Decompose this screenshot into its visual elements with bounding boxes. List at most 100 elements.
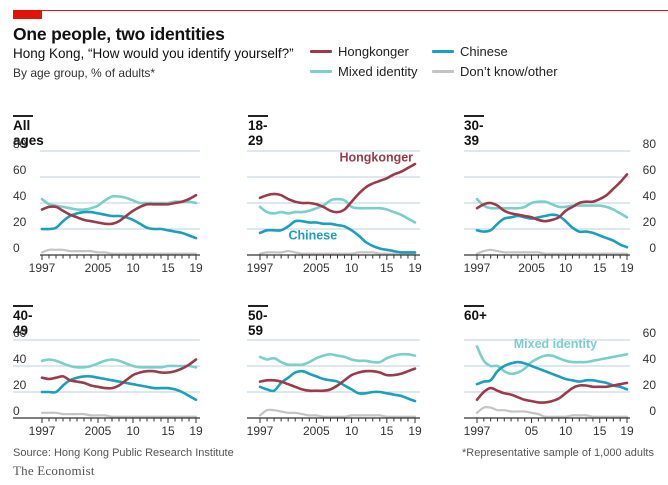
x-tick-label: 15 <box>161 261 175 275</box>
y-tick-label: 0 <box>13 241 20 255</box>
economist-brand: The Economist <box>13 463 95 478</box>
y-tick-label: 0 <box>649 404 656 418</box>
y-tick-label: 0 <box>13 404 20 418</box>
brand-red-tag <box>13 10 42 19</box>
legend-label-dontknow: Don’t know/other <box>460 64 558 79</box>
y-tick-label: 40 <box>13 352 27 366</box>
legend-label-mixed: Mixed identity <box>338 64 418 79</box>
x-tick-label: 19 <box>408 424 422 438</box>
x-tick-label: 2005 <box>85 424 112 438</box>
x-tick-label: 19 <box>189 261 203 275</box>
x-tick-label: 2005 <box>303 424 330 438</box>
y-tick-label: 20 <box>643 378 657 392</box>
x-tick-label: 1997 <box>464 261 491 275</box>
panel-title: 18-29 <box>248 118 268 148</box>
legend-item-hongkonger: Hongkonger <box>310 44 409 59</box>
y-tick-label: 40 <box>643 352 657 366</box>
x-tick-label: 2005 <box>303 261 330 275</box>
chart-subtitle-units: By age group, % of adults* <box>13 66 156 80</box>
x-tick-label: 19 <box>189 424 203 438</box>
series-line-mixed <box>258 352 417 367</box>
x-tick-label: 10 <box>126 424 140 438</box>
series-line-chinese <box>475 213 629 249</box>
x-tick-label: 15 <box>380 424 394 438</box>
x-tick-label: 10 <box>345 261 359 275</box>
series-line-chinese <box>258 219 417 254</box>
panel-title-rule <box>248 305 268 307</box>
x-tick-label: 1997 <box>464 424 491 438</box>
header-rule <box>13 10 668 11</box>
y-tick-label: 60 <box>13 326 27 340</box>
y-tick-label: 40 <box>643 189 657 203</box>
x-tick-label: 19 <box>408 261 422 275</box>
legend-swatch-mixed <box>310 70 332 73</box>
legend-label-hongkonger: Hongkonger <box>338 44 409 59</box>
panel-plot: 0 20 40 60 1997 2005 10 15 19 <box>13 326 203 438</box>
x-tick-label: 19 <box>620 261 634 275</box>
y-tick-label: 40 <box>13 189 27 203</box>
y-tick-label: 20 <box>13 215 27 229</box>
panel-plot: 1997 2005 10 15 19 Hongkonger Chinese <box>247 150 422 275</box>
series-line-mixed <box>40 358 198 369</box>
panel-plot: 0 20 40 60 80 1997 2005 10 15 19 <box>464 137 657 275</box>
series-line-mixed <box>258 197 417 224</box>
y-tick-label: 60 <box>13 163 27 177</box>
series-line-dontknow <box>40 248 198 255</box>
x-tick-label: 10 <box>345 424 359 438</box>
legend-item-dontknow: Don’t know/other <box>432 64 558 79</box>
series-line-mixed <box>40 194 198 211</box>
series-line-hongkonger <box>40 358 198 390</box>
x-tick-label: 2005 <box>518 261 545 275</box>
y-tick-label: 80 <box>643 137 657 151</box>
x-tick-label: 1997 <box>247 424 274 438</box>
series-line-dontknow <box>258 408 417 418</box>
y-tick-label: 60 <box>643 326 657 340</box>
legend-label-chinese: Chinese <box>460 44 508 59</box>
panel-title-rule <box>13 305 33 307</box>
series-line-chinese <box>258 369 417 403</box>
panel-title: 50-59 <box>248 308 268 338</box>
x-tick-label: 15 <box>161 424 175 438</box>
y-tick-label: 80 <box>13 137 27 151</box>
panel-title-rule <box>464 305 484 307</box>
y-tick-label: 0 <box>649 241 656 255</box>
panel-title-rule <box>248 115 268 117</box>
panel-title-rule <box>13 115 33 117</box>
x-tick-label: 1997 <box>29 424 56 438</box>
series-line-hongkonger <box>475 173 629 223</box>
x-tick-label: 19 <box>620 424 634 438</box>
y-tick-label: 60 <box>643 163 657 177</box>
series-line-hongkonger <box>258 367 417 393</box>
series-line-dontknow <box>258 250 417 255</box>
panel-title: 40-49 <box>13 308 33 338</box>
source-note: Source: Hong Kong Public Research Instit… <box>13 447 234 459</box>
x-tick-label: 2005 <box>85 261 112 275</box>
chart-title: One people, two identities <box>13 24 225 44</box>
series-line-dontknow <box>475 405 629 418</box>
x-tick-label: 10 <box>559 424 573 438</box>
x-tick-label: 1997 <box>247 261 274 275</box>
legend-swatch-chinese <box>432 50 454 53</box>
panel-title: All ages <box>13 118 44 148</box>
series-line-chinese <box>40 210 198 240</box>
panel-plot: 1997 2005 10 15 19 <box>247 339 422 438</box>
panel-plot: 0 20 40 60 80 1997 2005 10 15 19 <box>13 137 203 275</box>
series-line-dontknow <box>40 411 198 418</box>
x-tick-label: 1997 <box>29 261 56 275</box>
y-tick-label: 20 <box>643 215 657 229</box>
annotation-mixed: Mixed identity <box>514 337 597 351</box>
x-tick-label: 15 <box>593 424 607 438</box>
series-line-hongkonger <box>40 193 198 226</box>
annotation-hongkonger: Hongkonger <box>339 150 413 164</box>
panel-title: 30-39 <box>464 118 484 148</box>
legend-swatch-dontknow <box>432 70 454 73</box>
sample-footnote: *Representative sample of 1,000 adults <box>461 447 654 459</box>
series-line-dontknow <box>475 248 629 255</box>
annotation-chinese: Chinese <box>289 228 338 242</box>
series-line-chinese <box>475 360 629 391</box>
x-tick-label: 10 <box>559 261 573 275</box>
x-tick-label: 15 <box>593 261 607 275</box>
series-line-hongkonger <box>258 162 417 214</box>
series-line-chinese <box>40 374 198 402</box>
panel-plot: 0 20 40 60 1997 05 10 15 19 Mixed identity <box>464 326 657 438</box>
